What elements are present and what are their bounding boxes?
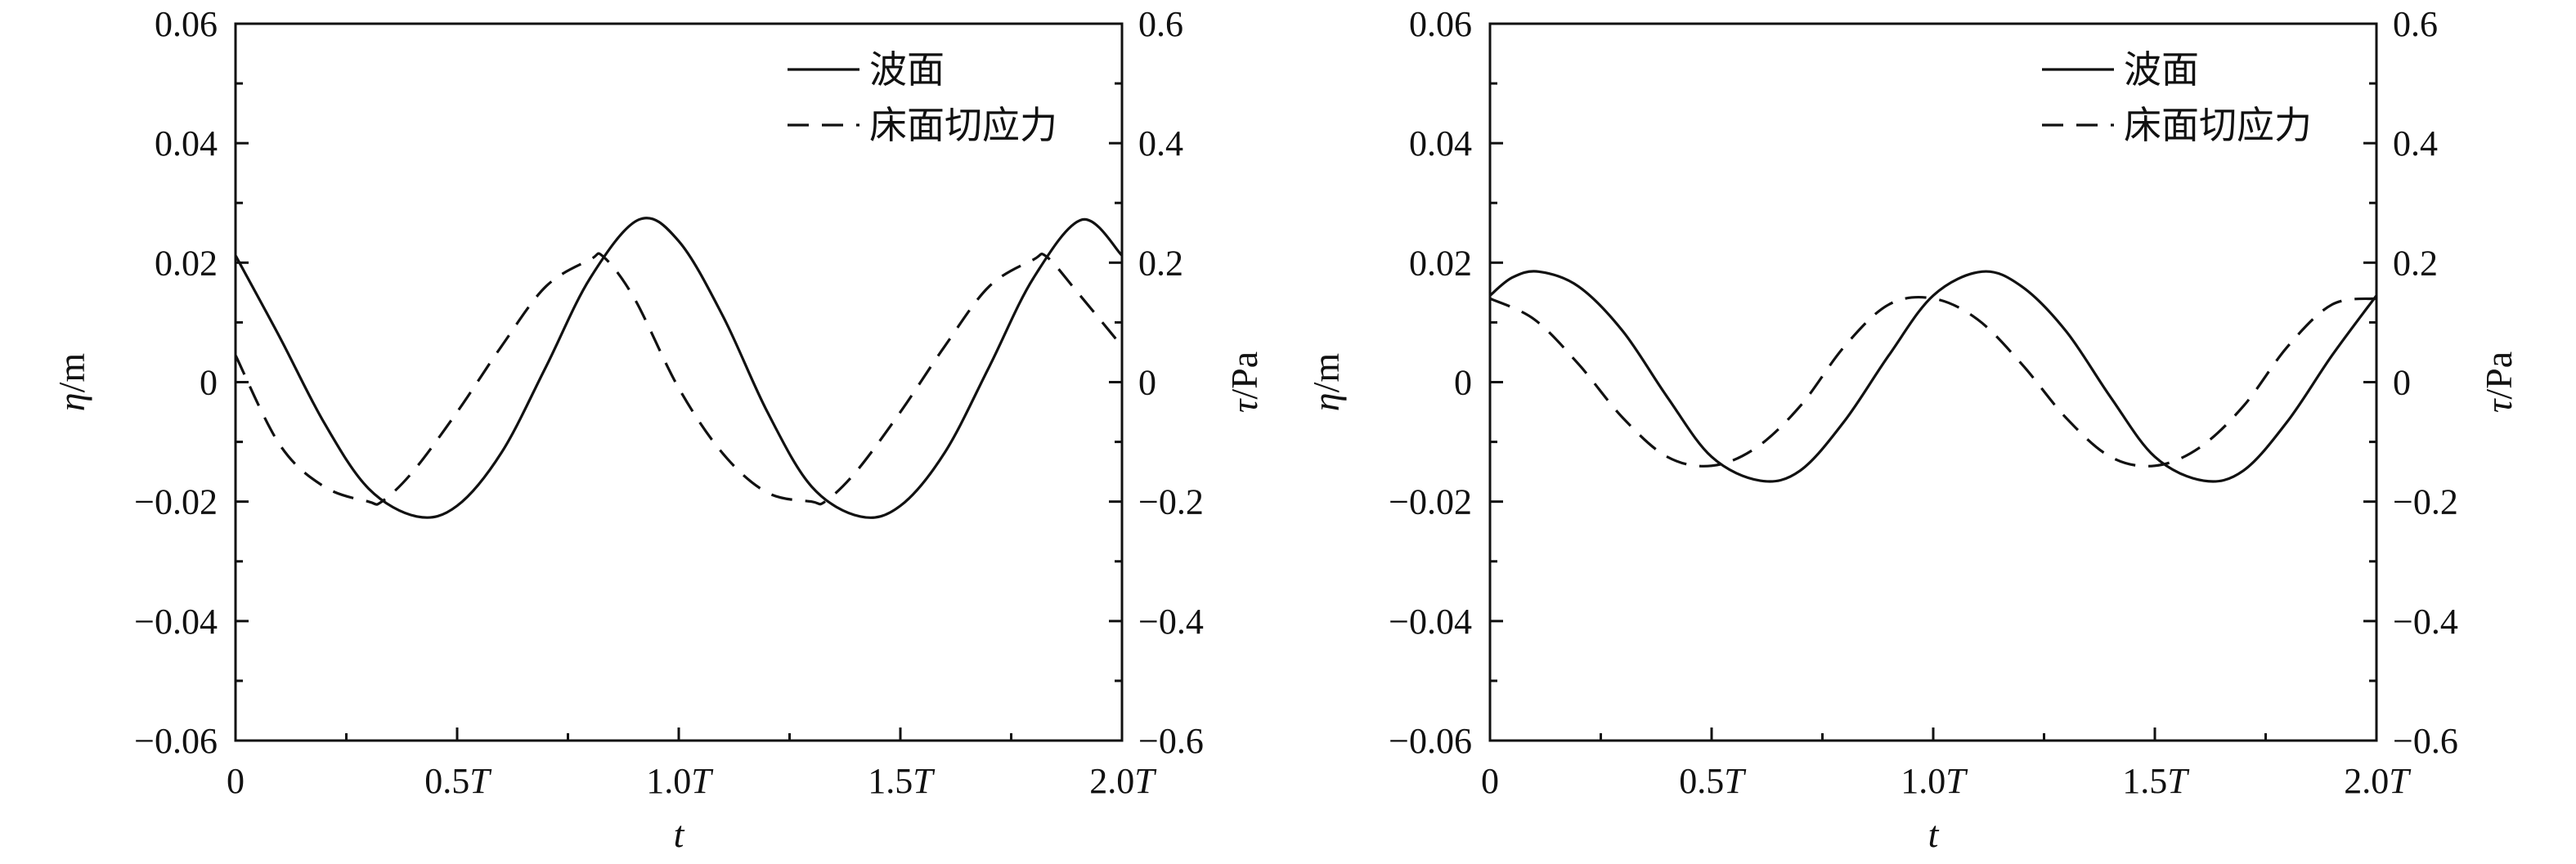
y-right-tick-label: 0 [1138,363,1156,403]
legend-label: 波面 [869,47,945,92]
y-left-tick-label: 0.04 [1409,123,1472,163]
x-axis-label: t [1928,813,1940,855]
y-left-tick-label: −0.06 [134,721,218,761]
y-right-tick-label: 0.6 [2393,4,2438,44]
y-right-tick-label: −0.2 [1138,482,1204,522]
y-left-tick-label: 0.04 [155,123,218,163]
x-tick-label: 1.5T [868,761,936,801]
y-left-tick-label: 0.02 [155,243,218,283]
y-left-tick-label: −0.02 [134,482,218,522]
legend-label: 床面切应力 [869,103,1057,147]
y-right-tick-label: −0.6 [2393,721,2458,761]
y-left-tick-label: 0 [1454,363,1472,403]
y-left-tick-label: 0.06 [155,4,218,44]
y-right-tick-label: 0 [2393,363,2411,403]
y-right-tick-label: −0.4 [1138,602,1204,642]
y-right-tick-label: −0.4 [2393,602,2458,642]
y-right-tick-label: 0.2 [2393,243,2438,283]
series-line-bed-shear-stress [1489,295,2377,468]
legend-label: 波面 [2124,47,2199,92]
y-left-tick-label: −0.06 [1389,721,1472,761]
x-tick-label: 1.0T [1901,761,1968,801]
y-right-tick-label: 0.6 [1138,4,1183,44]
x-tick-label: 0.5T [1679,761,1747,801]
y-left-tick-label: −0.02 [1389,482,1472,522]
y-right-tick-label: −0.2 [2393,482,2458,522]
x-tick-label: 1.5T [2122,761,2190,801]
y-right-tick-label: 0.4 [1138,123,1183,163]
y-left-tick-label: −0.04 [134,602,218,642]
y-left-tick-label: −0.04 [1389,602,1472,642]
x-axis-label: t [674,813,685,855]
y-right-tick-label: 0.2 [1138,243,1183,283]
y-left-tick-label: 0 [200,363,218,403]
series-line-wave-surface [234,217,1124,519]
y-right-tick-label: 0.4 [2393,123,2438,163]
series-line-bed-shear-stress [234,252,1124,506]
x-tick-label: 0.5T [424,761,492,801]
y-right-tick-label: −0.6 [1138,721,1204,761]
chart-panel-right: 0 0.5T 1.0T 1.5T 2.0T 0.06 0.04 0.02 0 −0.02 −0.04… [1305,4,2520,855]
legend-label: 床面切应力 [2124,103,2312,147]
x-tick-label: 2.0T [1089,761,1157,801]
chart-panel-left: 0 0.5T 1.0T 1.5T 2.0T 0.06 0.04 0.02 0 −0.02 −0.04… [51,4,1265,855]
y-left-axis-label: η/m [1305,353,1347,412]
y-left-axis-label: η/m [51,353,92,412]
y-left-tick-label: 0.06 [1409,4,1472,44]
x-tick-label: 2.0T [2344,761,2412,801]
x-tick-label: 0 [1481,761,1499,801]
y-left-tick-label: 0.02 [1409,243,1472,283]
y-right-axis-label: τ/Pa [1223,351,1265,413]
x-tick-label: 1.0T [646,761,714,801]
series-line-wave-surface [1488,270,2378,483]
y-right-axis-label: τ/Pa [2478,351,2520,413]
x-tick-label: 0 [227,761,245,801]
